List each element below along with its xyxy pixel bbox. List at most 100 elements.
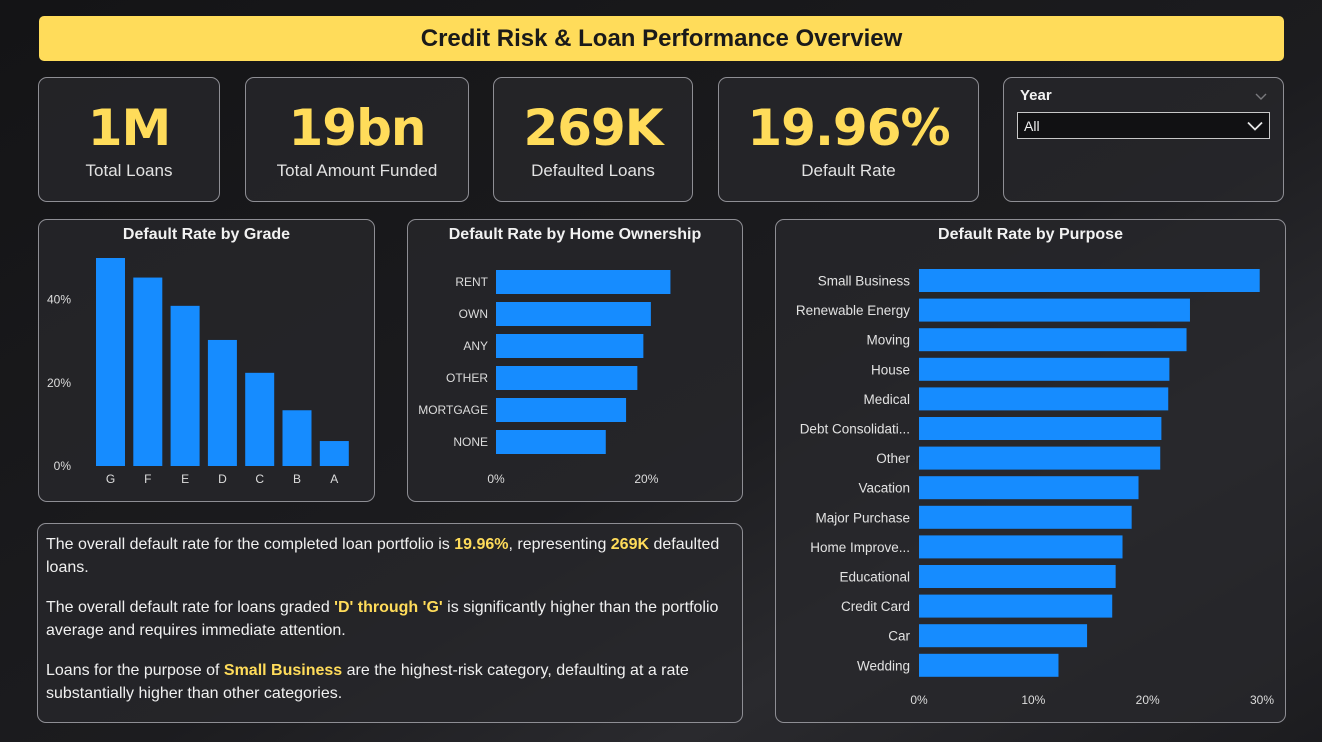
x-tick-label: 0% — [487, 472, 505, 486]
highlight-default-rate: 19.96% — [454, 536, 509, 553]
purpose-bar — [919, 653, 1059, 677]
grade-bar — [133, 277, 163, 466]
year-dropdown-value: All — [1024, 117, 1040, 134]
grade-bar — [207, 339, 237, 466]
kpi-label: Total Loans — [85, 161, 173, 180]
y-tick-label: Medical — [863, 392, 910, 407]
grade-bar — [170, 305, 200, 466]
chart-card-grade: Default Rate by Grade G F E D C B A 0% 20% 40% — [38, 219, 375, 502]
purpose-bar — [919, 269, 1260, 292]
y-tick-label: Major Purchase — [815, 510, 910, 525]
y-tick-label: ANY — [463, 339, 488, 353]
y-tick-label: Debt Consolidati... — [800, 422, 910, 437]
home-ownership-bar — [496, 334, 644, 358]
kpi-value: 19bn — [288, 99, 427, 157]
x-tick-label: F — [144, 472, 151, 486]
kpi-label: Default Rate — [801, 161, 896, 180]
y-tick-label: OWN — [459, 307, 488, 321]
y-tick-label: RENT — [455, 275, 488, 289]
y-tick-label: Renewable Energy — [796, 303, 910, 318]
y-tick-label: Other — [876, 451, 910, 466]
y-tick-label: 40% — [47, 293, 71, 307]
x-tick-label: C — [255, 472, 264, 486]
text: are the highest-risk category, defaultin… — [46, 662, 689, 702]
y-tick-label: OTHER — [446, 371, 488, 385]
text: is significantly higher than the portfol… — [46, 599, 719, 639]
insight-paragraph-2: The overall default rate for loans grade… — [46, 596, 734, 642]
text: The overall default rate for the complet… — [46, 536, 455, 553]
home-ownership-bar — [496, 302, 651, 326]
insight-paragraph-1: The overall default rate for the complet… — [46, 533, 734, 579]
home-ownership-bar — [496, 270, 671, 294]
y-tick-label: House — [871, 362, 910, 377]
y-tick-label: NONE — [453, 435, 488, 449]
kpi-card-total-loans: 1M Total Loans — [38, 77, 220, 202]
home-ownership-bar — [496, 366, 638, 390]
x-tick-label: E — [181, 472, 189, 486]
text: Loans for the purpose of — [46, 662, 224, 679]
insight-paragraph-3: Loans for the purpose of Small Business … — [46, 659, 734, 705]
highlight-grades: 'D' through 'G' — [334, 599, 443, 616]
text: The overall default rate for loans grade… — [46, 599, 335, 616]
chart-title: Default Rate by Home Ownership — [448, 226, 702, 243]
y-tick-label: Credit Card — [841, 599, 910, 614]
y-tick-label: MORTGAGE — [418, 403, 488, 417]
y-tick-label: 20% — [47, 376, 71, 390]
highlight-defaulted-count: 269K — [610, 536, 650, 553]
text: defaulted loans. — [46, 536, 720, 576]
purpose-bar — [919, 594, 1113, 618]
home-ownership-bar — [496, 430, 606, 454]
grade-bar — [96, 258, 125, 466]
text: , representing — [508, 536, 611, 553]
purpose-bar — [919, 417, 1162, 440]
grade-bar — [245, 372, 275, 466]
x-tick-label: 10% — [1021, 693, 1045, 707]
purpose-bar — [919, 387, 1169, 411]
kpi-value: 19.96% — [747, 99, 950, 157]
purpose-bar — [919, 476, 1139, 500]
dashboard-title-bar: Credit Risk & Loan Performance Overview — [39, 16, 1284, 61]
y-tick-label: Moving — [866, 333, 910, 348]
insights-text-box: The overall default rate for the complet… — [37, 523, 743, 723]
kpi-label: Total Amount Funded — [276, 161, 438, 180]
chart-card-home-ownership: Default Rate by Home Ownership RENT OWN AN… — [407, 219, 743, 502]
y-tick-label: Wedding — [857, 658, 910, 673]
y-tick-label: Educational — [839, 570, 910, 585]
slicer-title: Year — [1020, 87, 1052, 104]
x-tick-label: G — [106, 472, 115, 486]
x-tick-label: 0% — [910, 693, 928, 707]
x-tick-label: 20% — [1136, 693, 1160, 707]
x-tick-label: D — [218, 472, 227, 486]
purpose-bar — [919, 505, 1132, 529]
kpi-value: 1M — [87, 99, 172, 157]
purpose-bar — [919, 298, 1190, 322]
grade-bar — [282, 410, 312, 466]
purpose-bar — [919, 624, 1088, 648]
chevron-down-icon[interactable] — [1255, 88, 1267, 106]
purpose-bar — [919, 357, 1170, 381]
purpose-bar — [919, 328, 1187, 352]
chart-card-purpose: Default Rate by Purpose Small Business Re… — [775, 219, 1286, 723]
dashboard-title: Credit Risk & Loan Performance Overview — [420, 24, 903, 52]
y-tick-label: Small Business — [818, 274, 911, 289]
x-tick-label: B — [293, 472, 301, 486]
purpose-bar-chart: Small Business Renewable Energy Moving Hous… — [796, 269, 1274, 707]
grade-bar-chart: G F E D C B A 0% 20% 40% — [47, 258, 349, 486]
kpi-card-default-rate: 19.96% Default Rate — [718, 77, 979, 202]
chart-title: Default Rate by Grade — [122, 226, 291, 243]
purpose-bar — [919, 565, 1116, 588]
kpi-card-defaulted-loans: 269K Defaulted Loans — [493, 77, 693, 202]
highlight-purpose: Small Business — [223, 662, 343, 679]
purpose-bar — [919, 535, 1123, 559]
x-tick-label: 20% — [634, 472, 658, 486]
kpi-value: 269K — [523, 99, 663, 157]
x-tick-label: A — [330, 472, 338, 486]
home-ownership-bar — [496, 398, 627, 422]
y-tick-label: Car — [888, 629, 910, 644]
x-tick-label: 30% — [1250, 693, 1274, 707]
chart-title: Default Rate by Purpose — [938, 226, 1123, 243]
kpi-label: Defaulted Loans — [531, 161, 655, 180]
year-dropdown[interactable]: All — [1017, 112, 1270, 139]
home-ownership-bar-chart: RENT OWN ANY OTHER MORTGAGE NONE 0% 20% — [418, 270, 671, 486]
y-tick-label: Home Improve... — [810, 540, 910, 555]
